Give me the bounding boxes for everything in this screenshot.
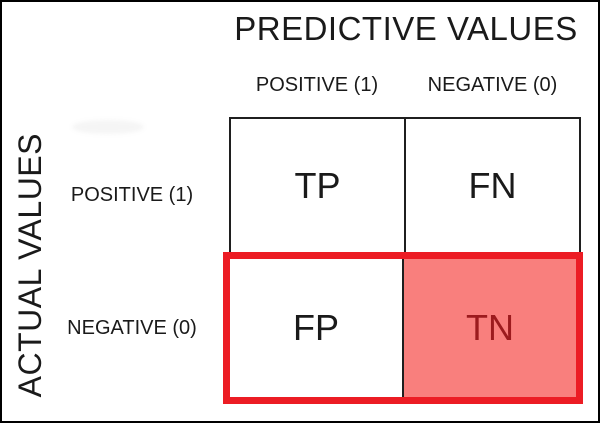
cell-false-negative: FN [404, 119, 579, 253]
faint-smudge-artifact [72, 120, 144, 134]
matrix-row-actual-negative-highlighted: FP TN [223, 252, 583, 404]
cell-false-positive: FP [230, 259, 402, 397]
row-header-negative: NEGATIVE (0) [67, 316, 197, 339]
column-header-positive: POSITIVE (1) [255, 73, 379, 96]
cell-true-negative: TN [402, 259, 576, 397]
matrix-row-actual-positive: TP FN [229, 117, 581, 255]
actual-values-label: ACTUAL VALUES [11, 132, 48, 398]
row-header-positive: POSITIVE (1) [70, 183, 194, 206]
predictive-values-title: PREDICTIVE VALUES [234, 10, 578, 47]
actual-values-title: ACTUAL VALUES [8, 112, 52, 418]
column-header-negative: NEGATIVE (0) [427, 73, 558, 96]
cell-true-positive: TP [231, 119, 404, 253]
